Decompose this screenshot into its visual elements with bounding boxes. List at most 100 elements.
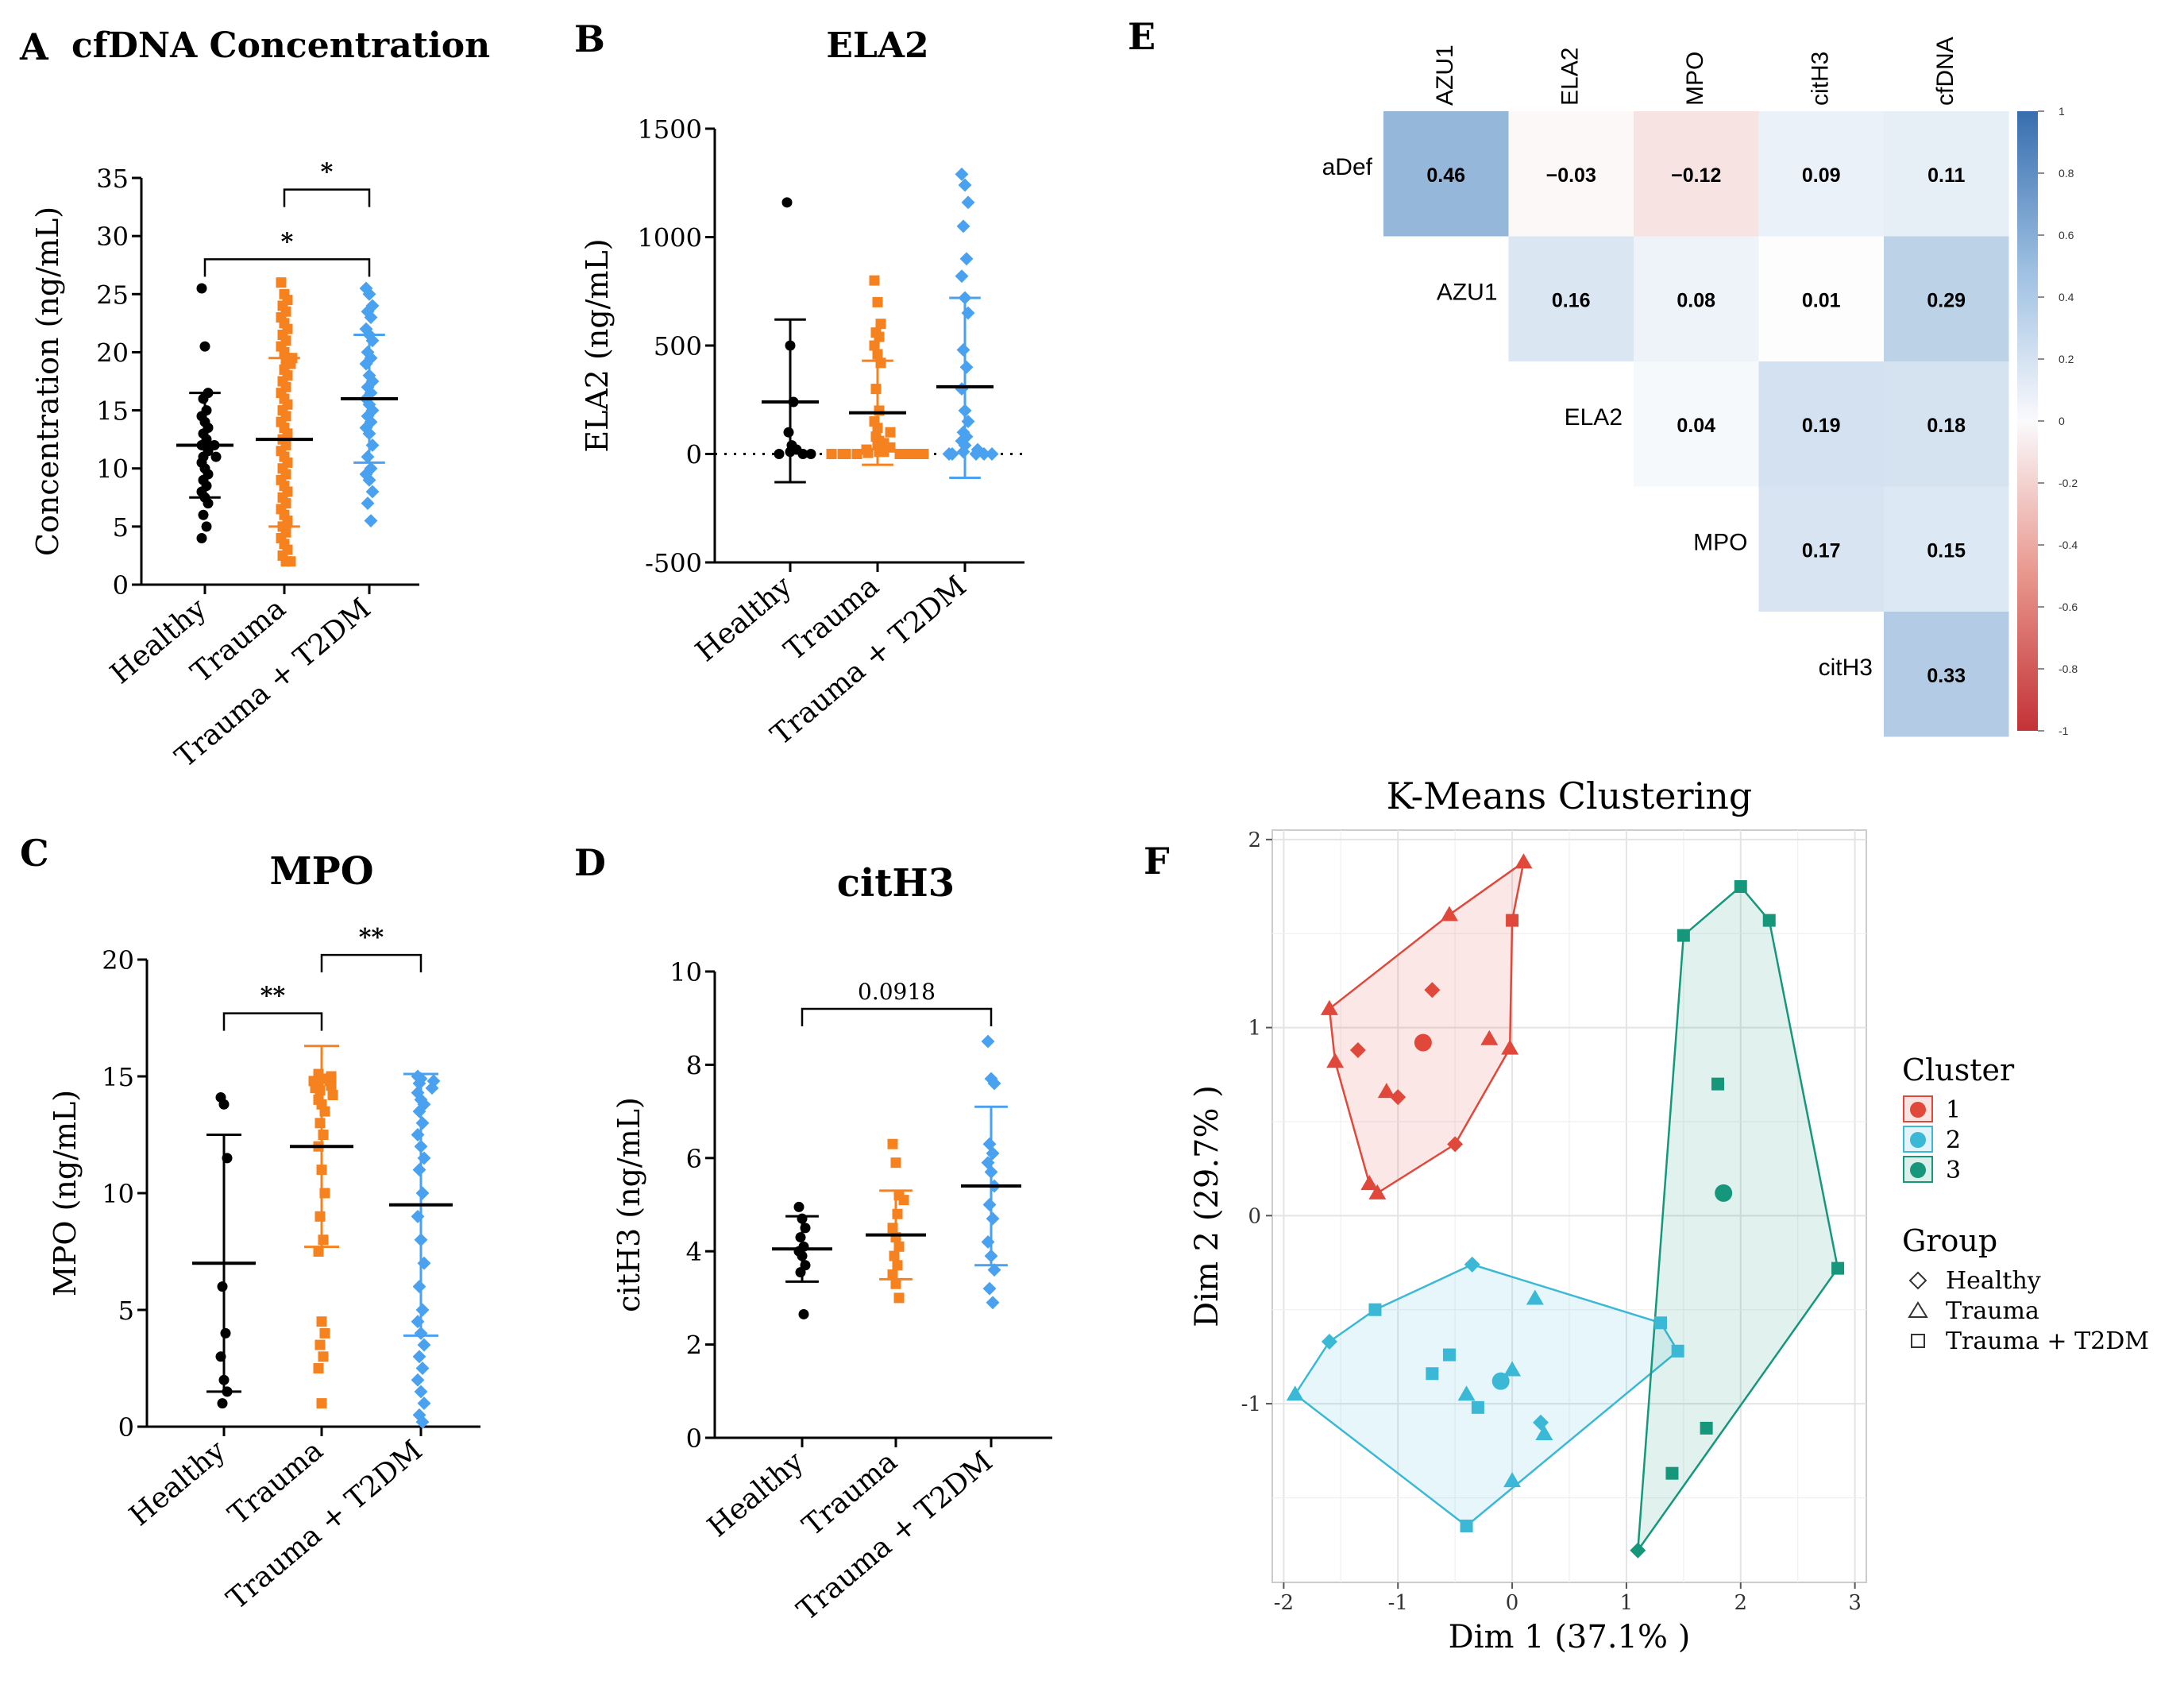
data-point xyxy=(874,331,885,342)
colorbar-tick-label: -0.4 xyxy=(2059,539,2078,551)
data-point xyxy=(425,1081,439,1095)
heatmap-cell-value: 0.33 xyxy=(1927,665,1966,687)
y-axis-title: Dim 2 (29.7% ) xyxy=(1189,1085,1225,1327)
legend-marker xyxy=(1910,1162,1926,1178)
cluster-point-t2dm xyxy=(1700,1421,1713,1435)
data-point xyxy=(412,1280,426,1294)
y-tick-label: 35 xyxy=(96,164,129,194)
data-point xyxy=(313,1363,324,1373)
heatmap-cell-value: 0.08 xyxy=(1677,289,1715,311)
data-point xyxy=(218,1099,230,1110)
data-point xyxy=(982,1281,997,1296)
data-point xyxy=(361,496,375,511)
heatmap-cell xyxy=(1758,361,1884,487)
data-point xyxy=(412,1076,426,1091)
data-point xyxy=(314,1339,326,1350)
data-point xyxy=(893,1292,905,1304)
data-point xyxy=(795,1267,806,1278)
y-tick-label: 8 xyxy=(686,1050,702,1080)
cluster-point-t2dm xyxy=(1711,1077,1724,1091)
colorbar-tick-label: 0 xyxy=(2059,415,2065,427)
cluster-point-t2dm xyxy=(1831,1261,1845,1275)
x-tick-label: Healthy xyxy=(123,1434,232,1532)
data-point xyxy=(987,1076,1001,1091)
heatmap-cell-value: 0.18 xyxy=(1927,415,1966,437)
data-point xyxy=(313,1246,324,1257)
cluster-point-t2dm xyxy=(1460,1519,1473,1532)
cluster-point-trauma xyxy=(1440,906,1458,921)
y-tick-label: -500 xyxy=(645,548,702,578)
data-point xyxy=(885,427,896,438)
chart-title: ELA2 xyxy=(826,25,928,66)
cluster-point-trauma xyxy=(1457,1385,1476,1401)
data-point xyxy=(869,340,880,351)
colorbar-tick-label: 0.4 xyxy=(2059,291,2074,303)
data-point xyxy=(977,447,991,461)
heatmap-cell-value: 0.04 xyxy=(1677,415,1715,437)
x-tick-label: 2 xyxy=(1734,1591,1747,1615)
legend-marker-trauma xyxy=(1908,1301,1928,1318)
data-point xyxy=(986,1146,1000,1161)
cluster-point-trauma xyxy=(1535,1424,1553,1440)
heatmap-cell xyxy=(1884,612,2009,737)
heatmap-cell xyxy=(1758,236,1884,361)
cluster-point-healthy xyxy=(1630,1542,1646,1559)
heatmap-cell xyxy=(1634,111,1759,237)
cluster-point-t2dm xyxy=(1665,1466,1679,1480)
data-point xyxy=(364,462,378,476)
data-point xyxy=(417,1396,431,1411)
data-point xyxy=(961,306,975,320)
y-tick-label: 10 xyxy=(669,957,702,987)
significance-bracket xyxy=(203,258,371,277)
legend-label: Trauma xyxy=(1946,1297,2039,1325)
heatmap-column-label: ELA2 xyxy=(1557,48,1583,106)
data-point xyxy=(774,449,785,459)
data-point xyxy=(415,1362,430,1375)
cluster-point-trauma xyxy=(1526,1289,1544,1305)
cluster-point-t2dm xyxy=(1442,1348,1456,1362)
heatmap-cell xyxy=(1758,486,1884,612)
data-point xyxy=(415,1186,430,1200)
legend-marker-t2dm xyxy=(1911,1334,1925,1348)
data-point xyxy=(956,343,970,357)
data-point xyxy=(961,415,975,428)
y-tick-label: 1 xyxy=(1248,1017,1261,1041)
legend-label: Healthy xyxy=(1946,1267,2041,1295)
data-point xyxy=(872,349,883,360)
data-point xyxy=(314,1118,326,1129)
cluster-centroid xyxy=(1491,1372,1510,1390)
cluster-point-t2dm xyxy=(1426,1367,1439,1381)
cluster-point-t2dm xyxy=(1671,1344,1684,1358)
data-point xyxy=(892,1208,903,1219)
heatmap-cell xyxy=(1884,111,2009,237)
x-axis-title: Dim 1 (37.1% ) xyxy=(1449,1619,1691,1655)
data-point xyxy=(902,449,913,459)
data-point xyxy=(862,447,874,458)
cluster-point-t2dm xyxy=(1654,1316,1668,1330)
cluster-point-healthy xyxy=(1447,1136,1464,1153)
data-point xyxy=(326,1080,337,1091)
heatmap-cell-value: 0.15 xyxy=(1927,539,1966,562)
data-point xyxy=(316,1398,327,1409)
heatmap-cell xyxy=(1508,111,1634,237)
data-point xyxy=(362,287,376,301)
data-point xyxy=(365,438,380,452)
cluster-centroid xyxy=(1414,1033,1432,1052)
legend-title-group: Group xyxy=(1902,1223,1997,1258)
y-tick-label: 1500 xyxy=(638,114,702,145)
heatmap-column-label: MPO xyxy=(1682,52,1708,106)
data-point xyxy=(276,277,287,288)
data-point xyxy=(361,450,375,464)
data-point xyxy=(364,415,378,429)
data-point xyxy=(981,1034,995,1049)
data-point xyxy=(327,1090,338,1101)
data-point xyxy=(781,197,793,208)
data-point xyxy=(364,311,378,324)
data-point xyxy=(217,1281,228,1292)
data-point xyxy=(415,1415,430,1429)
data-point xyxy=(870,384,882,395)
heatmap-cell-value: −0.03 xyxy=(1546,164,1596,187)
